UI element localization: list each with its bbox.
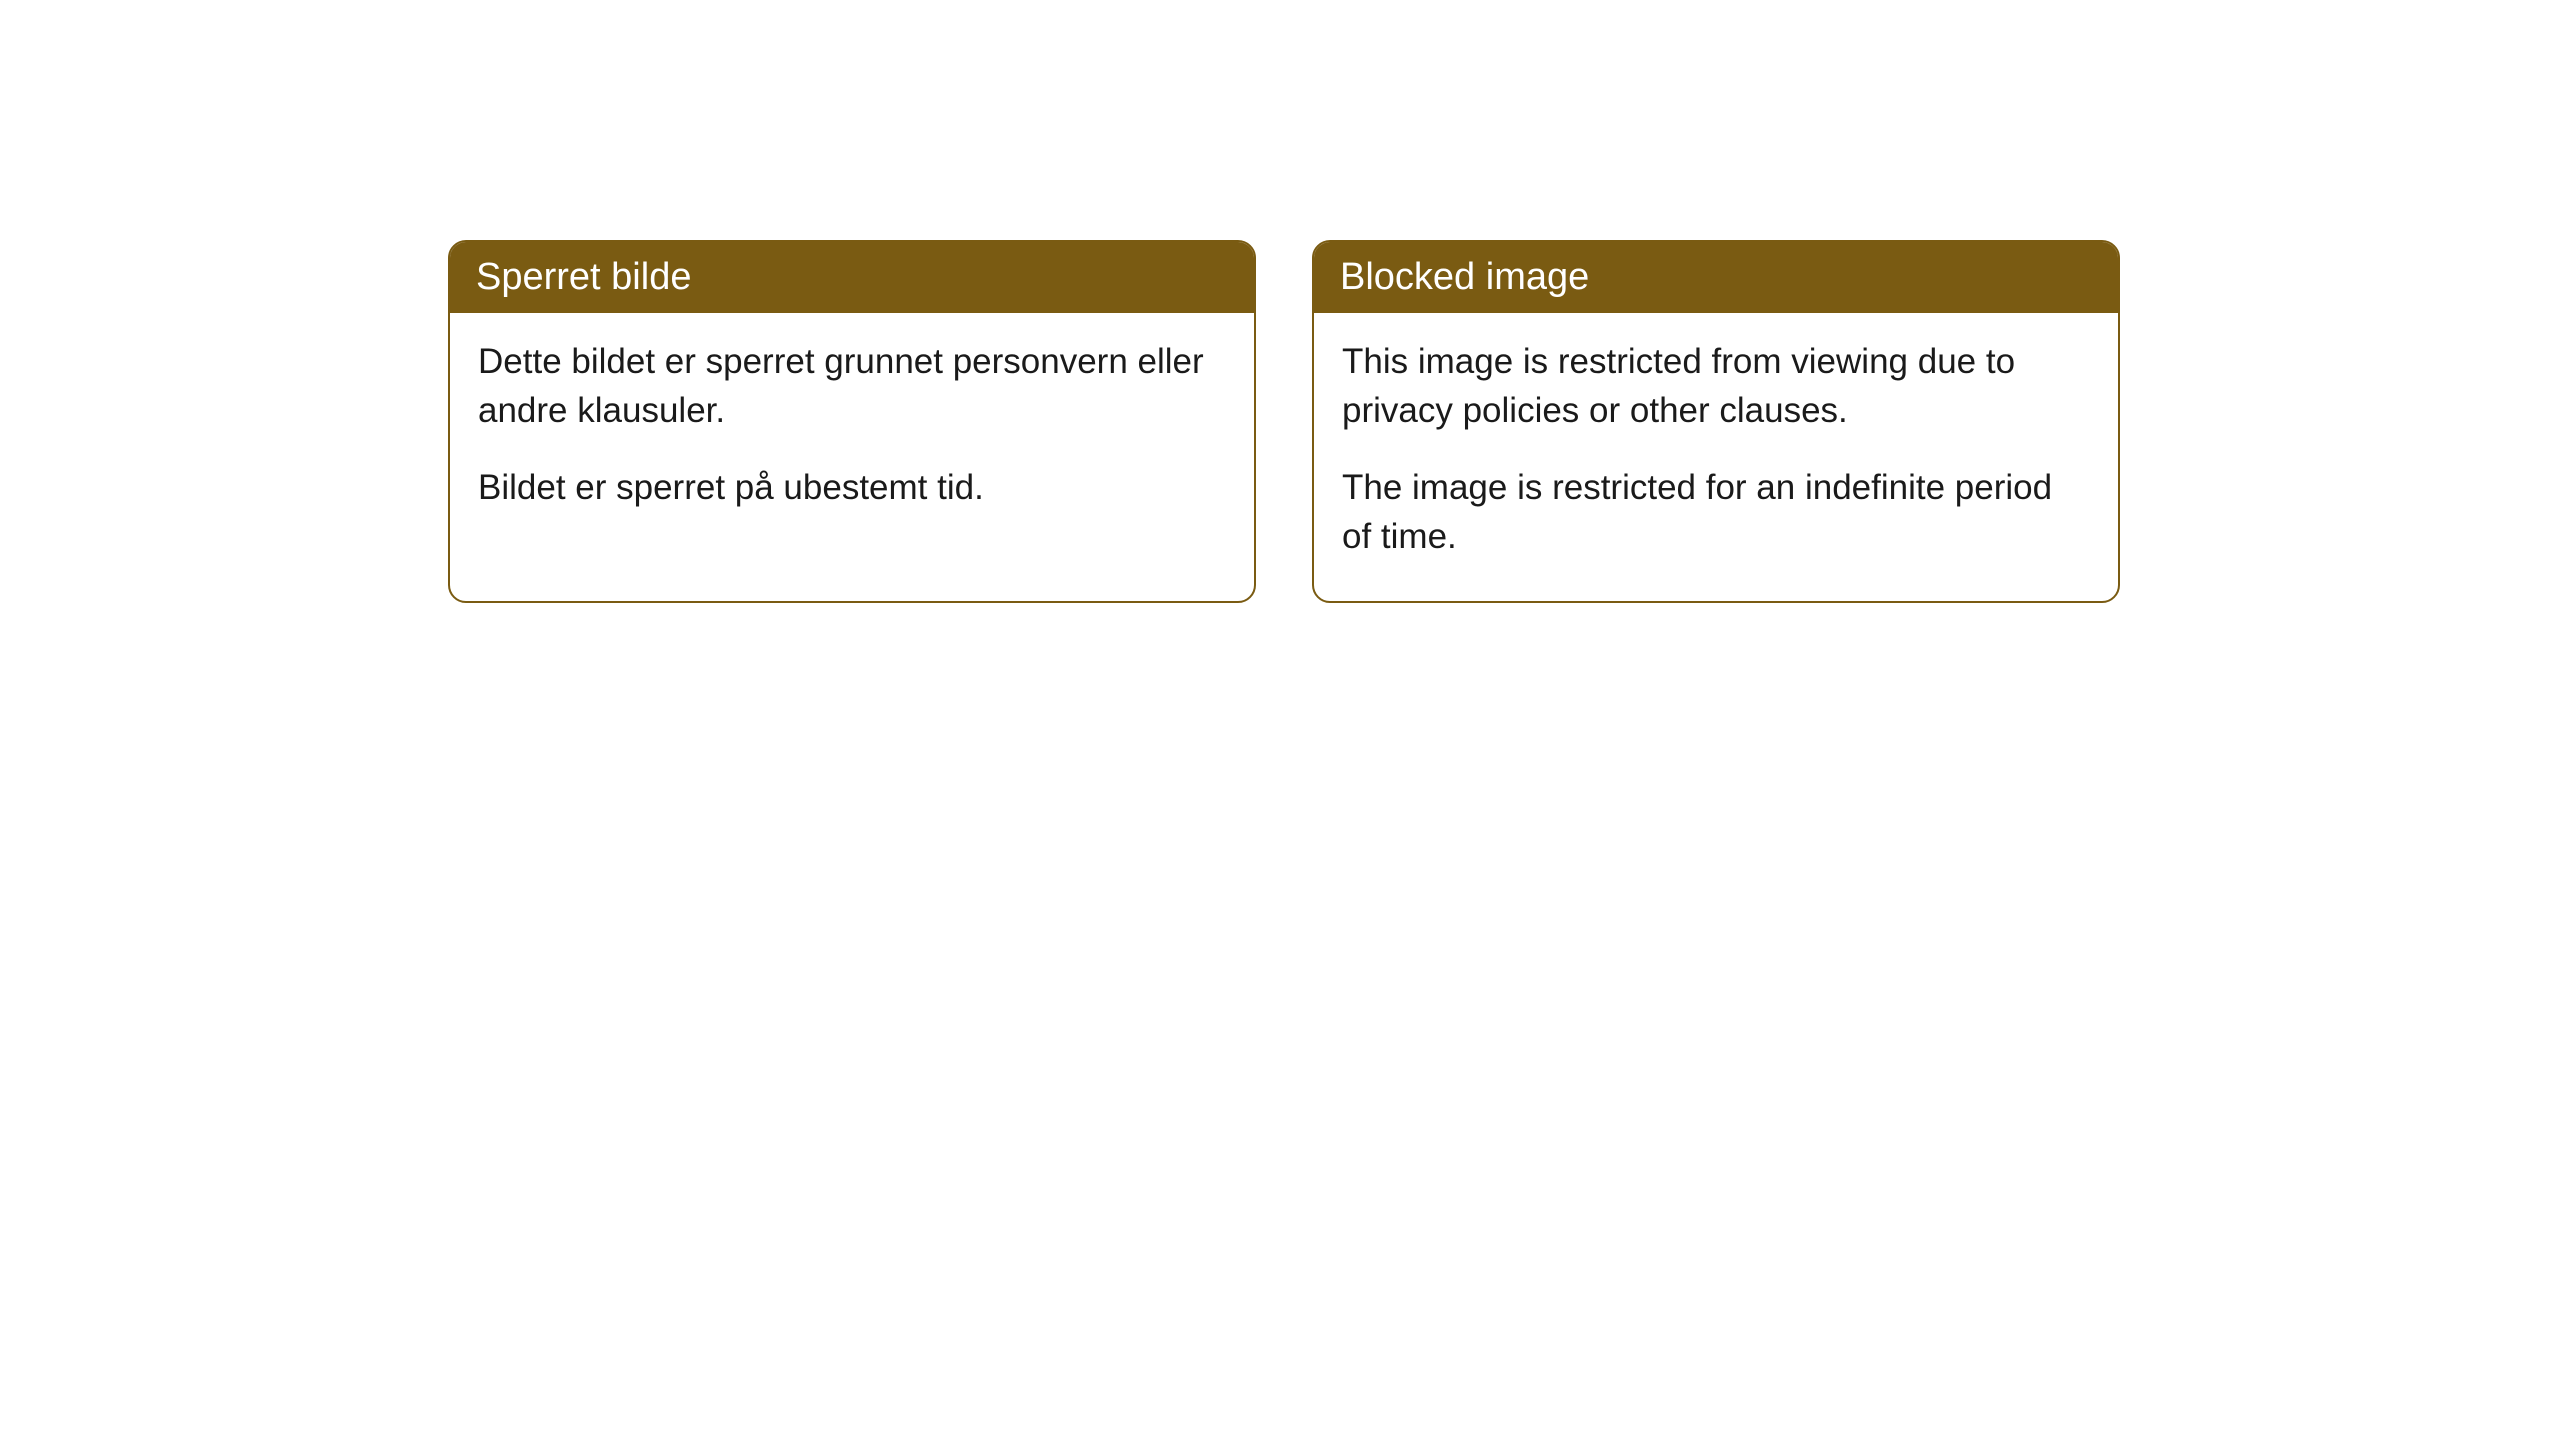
cards-container: Sperret bilde Dette bildet er sperret gr…	[0, 0, 2560, 603]
blocked-image-card-en: Blocked image This image is restricted f…	[1312, 240, 2120, 603]
card-paragraph-1-no: Dette bildet er sperret grunnet personve…	[478, 337, 1226, 435]
card-body-en: This image is restricted from viewing du…	[1314, 313, 2118, 601]
card-paragraph-1-en: This image is restricted from viewing du…	[1342, 337, 2090, 435]
blocked-image-card-no: Sperret bilde Dette bildet er sperret gr…	[448, 240, 1256, 603]
card-paragraph-2-en: The image is restricted for an indefinit…	[1342, 463, 2090, 561]
card-paragraph-2-no: Bildet er sperret på ubestemt tid.	[478, 463, 1226, 512]
card-header-en: Blocked image	[1314, 242, 2118, 313]
card-header-no: Sperret bilde	[450, 242, 1254, 313]
card-body-no: Dette bildet er sperret grunnet personve…	[450, 313, 1254, 552]
